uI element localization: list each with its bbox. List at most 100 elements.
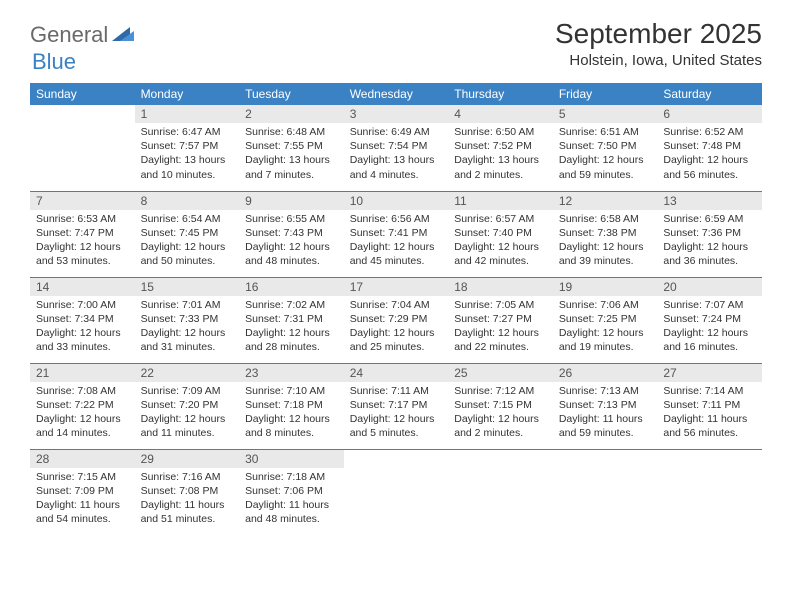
daylight-text: Daylight: 12 hours and 22 minutes.: [454, 326, 547, 354]
day-details: Sunrise: 6:55 AMSunset: 7:43 PMDaylight:…: [239, 210, 344, 273]
day-number: 3: [344, 105, 449, 123]
day-number: 1: [135, 105, 240, 123]
sunset-text: Sunset: 7:15 PM: [454, 398, 547, 412]
daylight-text: Daylight: 12 hours and 48 minutes.: [245, 240, 338, 268]
daylight-text: Daylight: 12 hours and 11 minutes.: [141, 412, 234, 440]
day-number: 30: [239, 450, 344, 468]
sunrise-text: Sunrise: 6:59 AM: [663, 212, 756, 226]
calendar-day-cell: 26Sunrise: 7:13 AMSunset: 7:13 PMDayligh…: [553, 363, 658, 449]
calendar-day-cell: 17Sunrise: 7:04 AMSunset: 7:29 PMDayligh…: [344, 277, 449, 363]
day-details: Sunrise: 7:02 AMSunset: 7:31 PMDaylight:…: [239, 296, 344, 359]
daylight-text: Daylight: 12 hours and 42 minutes.: [454, 240, 547, 268]
sunrise-text: Sunrise: 7:11 AM: [350, 384, 443, 398]
day-details: Sunrise: 6:58 AMSunset: 7:38 PMDaylight:…: [553, 210, 658, 273]
daylight-text: Daylight: 12 hours and 33 minutes.: [36, 326, 129, 354]
sunset-text: Sunset: 7:25 PM: [559, 312, 652, 326]
daylight-text: Daylight: 12 hours and 14 minutes.: [36, 412, 129, 440]
calendar-day-cell: 10Sunrise: 6:56 AMSunset: 7:41 PMDayligh…: [344, 191, 449, 277]
calendar-day-cell: 4Sunrise: 6:50 AMSunset: 7:52 PMDaylight…: [448, 105, 553, 191]
day-number: 21: [30, 364, 135, 382]
calendar-day-cell: 9Sunrise: 6:55 AMSunset: 7:43 PMDaylight…: [239, 191, 344, 277]
day-details: Sunrise: 7:14 AMSunset: 7:11 PMDaylight:…: [657, 382, 762, 445]
daylight-text: Daylight: 12 hours and 5 minutes.: [350, 412, 443, 440]
sunrise-text: Sunrise: 6:52 AM: [663, 125, 756, 139]
sunrise-text: Sunrise: 6:53 AM: [36, 212, 129, 226]
day-number: 22: [135, 364, 240, 382]
day-number: 27: [657, 364, 762, 382]
calendar-week-row: 1Sunrise: 6:47 AMSunset: 7:57 PMDaylight…: [30, 105, 762, 191]
sunset-text: Sunset: 7:41 PM: [350, 226, 443, 240]
sunrise-text: Sunrise: 7:04 AM: [350, 298, 443, 312]
day-details: Sunrise: 7:09 AMSunset: 7:20 PMDaylight:…: [135, 382, 240, 445]
day-details: Sunrise: 6:49 AMSunset: 7:54 PMDaylight:…: [344, 123, 449, 186]
day-number: 6: [657, 105, 762, 123]
logo: General: [30, 22, 136, 48]
calendar-empty-cell: [657, 449, 762, 535]
sunset-text: Sunset: 7:43 PM: [245, 226, 338, 240]
sunset-text: Sunset: 7:33 PM: [141, 312, 234, 326]
daylight-text: Daylight: 13 hours and 7 minutes.: [245, 153, 338, 181]
sunset-text: Sunset: 7:45 PM: [141, 226, 234, 240]
daylight-text: Daylight: 11 hours and 56 minutes.: [663, 412, 756, 440]
sunset-text: Sunset: 7:34 PM: [36, 312, 129, 326]
daylight-text: Daylight: 12 hours and 31 minutes.: [141, 326, 234, 354]
calendar-empty-cell: [344, 449, 449, 535]
day-details: Sunrise: 7:12 AMSunset: 7:15 PMDaylight:…: [448, 382, 553, 445]
day-details: Sunrise: 6:48 AMSunset: 7:55 PMDaylight:…: [239, 123, 344, 186]
day-number: 2: [239, 105, 344, 123]
calendar-day-cell: 21Sunrise: 7:08 AMSunset: 7:22 PMDayligh…: [30, 363, 135, 449]
day-details: Sunrise: 6:50 AMSunset: 7:52 PMDaylight:…: [448, 123, 553, 186]
day-number: 25: [448, 364, 553, 382]
calendar-day-cell: 16Sunrise: 7:02 AMSunset: 7:31 PMDayligh…: [239, 277, 344, 363]
day-details: Sunrise: 7:13 AMSunset: 7:13 PMDaylight:…: [553, 382, 658, 445]
day-number: 18: [448, 278, 553, 296]
calendar-day-cell: 23Sunrise: 7:10 AMSunset: 7:18 PMDayligh…: [239, 363, 344, 449]
weekday-header: Monday: [135, 83, 240, 105]
daylight-text: Daylight: 11 hours and 51 minutes.: [141, 498, 234, 526]
calendar-day-cell: 1Sunrise: 6:47 AMSunset: 7:57 PMDaylight…: [135, 105, 240, 191]
sunset-text: Sunset: 7:06 PM: [245, 484, 338, 498]
logo-triangle-icon: [112, 25, 134, 43]
day-number: 4: [448, 105, 553, 123]
daylight-text: Daylight: 12 hours and 25 minutes.: [350, 326, 443, 354]
day-number: 16: [239, 278, 344, 296]
day-details: Sunrise: 7:01 AMSunset: 7:33 PMDaylight:…: [135, 296, 240, 359]
weekday-header: Saturday: [657, 83, 762, 105]
sunset-text: Sunset: 7:36 PM: [663, 226, 756, 240]
daylight-text: Daylight: 11 hours and 59 minutes.: [559, 412, 652, 440]
calendar-week-row: 21Sunrise: 7:08 AMSunset: 7:22 PMDayligh…: [30, 363, 762, 449]
day-details: Sunrise: 6:59 AMSunset: 7:36 PMDaylight:…: [657, 210, 762, 273]
daylight-text: Daylight: 11 hours and 48 minutes.: [245, 498, 338, 526]
day-details: Sunrise: 7:10 AMSunset: 7:18 PMDaylight:…: [239, 382, 344, 445]
sunset-text: Sunset: 7:27 PM: [454, 312, 547, 326]
day-details: Sunrise: 6:51 AMSunset: 7:50 PMDaylight:…: [553, 123, 658, 186]
sunrise-text: Sunrise: 6:55 AM: [245, 212, 338, 226]
sunset-text: Sunset: 7:09 PM: [36, 484, 129, 498]
sunset-text: Sunset: 7:57 PM: [141, 139, 234, 153]
calendar-header-row: SundayMondayTuesdayWednesdayThursdayFrid…: [30, 83, 762, 105]
sunrise-text: Sunrise: 6:56 AM: [350, 212, 443, 226]
sunset-text: Sunset: 7:11 PM: [663, 398, 756, 412]
sunset-text: Sunset: 7:31 PM: [245, 312, 338, 326]
day-number: 13: [657, 192, 762, 210]
daylight-text: Daylight: 12 hours and 56 minutes.: [663, 153, 756, 181]
day-number: 29: [135, 450, 240, 468]
sunset-text: Sunset: 7:50 PM: [559, 139, 652, 153]
weekday-header: Sunday: [30, 83, 135, 105]
sunrise-text: Sunrise: 7:02 AM: [245, 298, 338, 312]
sunrise-text: Sunrise: 7:13 AM: [559, 384, 652, 398]
sunrise-text: Sunrise: 6:48 AM: [245, 125, 338, 139]
calendar-table: SundayMondayTuesdayWednesdayThursdayFrid…: [30, 83, 762, 535]
calendar-day-cell: 30Sunrise: 7:18 AMSunset: 7:06 PMDayligh…: [239, 449, 344, 535]
day-details: Sunrise: 7:07 AMSunset: 7:24 PMDaylight:…: [657, 296, 762, 359]
day-number: 15: [135, 278, 240, 296]
calendar-week-row: 7Sunrise: 6:53 AMSunset: 7:47 PMDaylight…: [30, 191, 762, 277]
sunrise-text: Sunrise: 7:07 AM: [663, 298, 756, 312]
day-number: 8: [135, 192, 240, 210]
sunset-text: Sunset: 7:47 PM: [36, 226, 129, 240]
weekday-header: Thursday: [448, 83, 553, 105]
title-block: September 2025 Holstein, Iowa, United St…: [555, 18, 762, 69]
sunset-text: Sunset: 7:20 PM: [141, 398, 234, 412]
calendar-day-cell: 14Sunrise: 7:00 AMSunset: 7:34 PMDayligh…: [30, 277, 135, 363]
weekday-header: Tuesday: [239, 83, 344, 105]
